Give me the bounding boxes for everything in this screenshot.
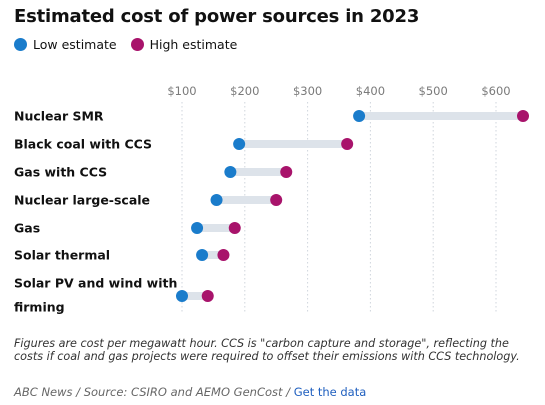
category-label: Nuclear SMR [14, 109, 104, 124]
legend-item-low: Low estimate [14, 37, 117, 52]
legend-label-high: High estimate [149, 37, 238, 52]
low-estimate-point [191, 222, 204, 234]
range-bar [239, 140, 348, 148]
x-tick-label: $600 [481, 84, 510, 98]
low-estimate-point [224, 166, 237, 178]
legend-marker-high [130, 38, 144, 51]
low-estimate-point [353, 110, 366, 122]
legend-item-high: High estimate [130, 37, 238, 52]
get-data-link[interactable]: Get the data [293, 385, 367, 399]
range-bar [359, 112, 524, 120]
high-estimate-point [280, 166, 293, 178]
low-estimate-point [233, 138, 246, 150]
x-tick-label: $100 [167, 84, 196, 98]
x-tick-label: $300 [293, 84, 322, 98]
category-label: Nuclear large-scale [14, 193, 150, 208]
category-label: Solar PV and wind with firming [14, 276, 177, 315]
source-text: ABC News / Source: CSIRO and AEMO GenCos… [14, 385, 291, 399]
range-bar [197, 224, 235, 232]
high-estimate-point [228, 222, 241, 234]
dumbbell-chart: $100 $200 $300 $400 $500 $600 Nuclear SMR Black… [14, 84, 530, 315]
legend-label-low: Low estimate [33, 37, 117, 52]
category-label: Gas with CCS [14, 165, 107, 180]
range-bar [202, 251, 224, 259]
low-estimate-point [176, 290, 188, 302]
low-estimate-point [210, 194, 223, 206]
x-tick-label: $200 [230, 84, 259, 98]
high-estimate-point [517, 110, 530, 122]
range-bar [230, 168, 287, 176]
high-estimate-point [201, 290, 214, 302]
range-bar [182, 292, 208, 300]
footnote: Figures are cost per megawatt hour. CCS … [14, 337, 520, 363]
legend-marker-low [14, 38, 27, 51]
range-bar [216, 196, 277, 204]
high-estimate-point [217, 249, 230, 261]
high-estimate-point [341, 138, 354, 150]
low-estimate-point [196, 249, 209, 261]
category-label: Solar thermal [14, 248, 110, 263]
source-line: ABC News / Source: CSIRO and AEMO GenCos… [14, 385, 366, 399]
high-estimate-point [270, 194, 283, 206]
chart-title: Estimated cost of power sources in 2023 [14, 6, 420, 27]
x-tick-label: $400 [356, 84, 385, 98]
legend: Low estimate High estimate [14, 37, 251, 52]
category-label: Black coal with CCS [14, 137, 152, 152]
x-tick-label: $500 [419, 84, 448, 98]
category-label: Gas [14, 221, 40, 236]
